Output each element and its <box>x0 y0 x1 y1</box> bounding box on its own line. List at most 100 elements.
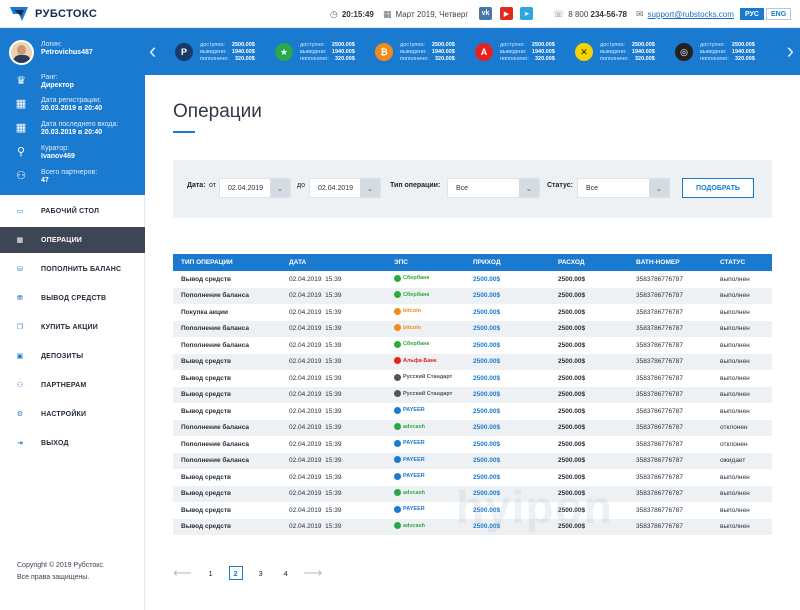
cell-expense: 2500.00$ <box>558 407 586 415</box>
profile-last-login: ▦ Дата последнего входа: 20.03.2019 в 20:… <box>14 121 139 137</box>
available-label: доступно: <box>600 41 625 48</box>
sidebar-item-label: Настройки <box>41 410 87 418</box>
column-header[interactable]: Расход <box>550 254 628 271</box>
apply-filter-button[interactable]: ПОДОБРАТЬ <box>682 178 754 198</box>
ticker-item[interactable]: ◎ доступно: выведено: пополнено: 2500.00$ 194… <box>675 38 775 66</box>
cell-eps: Сбербанк <box>386 271 465 288</box>
eps-name: PAYEER <box>403 456 425 463</box>
sidebar-item-operations[interactable]: ▦ Операции <box>0 227 145 253</box>
ticker-item[interactable]: ✕ доступно: выведено: пополнено: 2500.00$ 194… <box>575 38 675 66</box>
eps-name: advcash <box>403 489 426 496</box>
sidebar-item-deposits[interactable]: ▣ Депозиты <box>0 343 145 369</box>
table-row[interactable]: Пополнение баланса 02.04.2019 15:39 Сберба… <box>173 337 772 354</box>
date-label: Дата: <box>187 182 206 189</box>
cell-date-day: 02.04.2019 <box>289 341 322 349</box>
cell-status: выполнен <box>712 287 772 304</box>
page-1-button[interactable]: 1 <box>208 568 213 578</box>
table-row[interactable]: Пополнение баланса 02.04.2019 15:39 advcas… <box>173 419 772 436</box>
sidebar-item-exit[interactable]: ⇥ Выход <box>0 430 145 456</box>
date-from-select[interactable]: 02.04.2019 ⌄ <box>219 178 291 198</box>
phone[interactable]: ☏ 8 800 234-56-78 <box>553 9 627 20</box>
table-row[interactable]: Вывод средств 02.04.2019 15:39 PAYEER 2500.… <box>173 502 772 519</box>
cell-number: 3583786776787 <box>628 386 712 403</box>
date-to-label: до <box>297 182 305 189</box>
chevron-left-icon[interactable]: ‹ <box>149 38 157 63</box>
cell-income: 2500.00$ <box>473 308 501 316</box>
page-3-button[interactable]: 3 <box>258 568 263 578</box>
ticker-item[interactable]: ★ доступно: выведено: пополнено: 2500.00$ 194… <box>275 38 375 66</box>
avatar[interactable] <box>9 40 34 65</box>
table-row[interactable]: Вывод средств 02.04.2019 15:39 PAYEER 2500.… <box>173 469 772 486</box>
email-link[interactable]: support@rubstocks.com <box>647 10 734 19</box>
column-header[interactable]: Статус <box>712 254 772 271</box>
column-header[interactable]: Дата <box>281 254 386 271</box>
cell-date-time: 15:39 <box>325 292 342 300</box>
cell-income: 2500.00$ <box>465 287 550 304</box>
cell-status: отклонен <box>712 419 772 436</box>
table-row[interactable]: Пополнение баланса 02.04.2019 15:39 PAYEER… <box>173 436 772 453</box>
table-row[interactable]: Покупка акции 02.04.2019 15:39 bitcoin 2500… <box>173 304 772 321</box>
status-select[interactable]: Все ⌄ <box>577 178 670 198</box>
table-row[interactable]: Пополнение баланса 02.04.2019 15:39 PAYEER… <box>173 452 772 469</box>
column-header[interactable]: ЭПС <box>386 254 465 271</box>
arrow-right-icon[interactable]: ⟶ <box>303 565 323 580</box>
table-row[interactable]: Вывод средств 02.04.2019 15:39 advcash 2500… <box>173 518 772 535</box>
sidebar-item-partners[interactable]: ⚇ Партнерам <box>0 372 145 398</box>
phone-icon: ☏ <box>553 9 565 19</box>
table-row[interactable]: Вывод средств 02.04.2019 15:39 Альфа-Банк 2… <box>173 353 772 370</box>
sidebar-item-withdraw[interactable]: ⛃ Вывод средств <box>0 285 145 311</box>
cell-date-day: 02.04.2019 <box>289 325 322 333</box>
deposited-label: пополнено: <box>500 55 529 62</box>
sidebar-item-buy-shares[interactable]: ❐ Купить акции <box>0 314 145 340</box>
cell-income: 2500.00$ <box>473 341 501 349</box>
page-4-button[interactable]: 4 <box>283 568 288 578</box>
cell-date-day: 02.04.2019 <box>289 308 322 316</box>
sidebar-item-settings[interactable]: ⚙ Настройки <box>0 401 145 427</box>
column-header[interactable]: Приход <box>465 254 550 271</box>
sidebar-item-desktop[interactable]: ▭ Рабочий стол <box>0 198 145 224</box>
table-row[interactable]: Вывод средств 02.04.2019 15:39 Русский Ста… <box>173 370 772 387</box>
cell-date-time: 15:39 <box>325 407 342 415</box>
ticker-item[interactable]: ₿ доступно: выведено: пополнено: 2500.00$ 194… <box>375 38 475 66</box>
table-row[interactable]: Пополнение баланса 02.04.2019 15:39 bitcoi… <box>173 320 772 337</box>
calendar-icon: ▦ <box>16 237 24 244</box>
telegram-icon[interactable]: ➤ <box>520 7 533 20</box>
cell-date-time: 15:39 <box>325 424 342 432</box>
sidebar-item-deposit-balance[interactable]: ⛁ Пополнить баланс <box>0 256 145 282</box>
cell-date-day: 02.04.2019 <box>289 292 322 300</box>
date-to-select[interactable]: 02.04.2019 ⌄ <box>309 178 381 198</box>
table-row[interactable]: Пополнение баланса 02.04.2019 15:39 Сберба… <box>173 287 772 304</box>
cell-status: выполнен <box>712 353 772 370</box>
cell-income: 2500.00$ <box>473 473 501 481</box>
cell-income: 2500.00$ <box>465 353 550 370</box>
table-header-row: Тип операции Дата ЭПС Приход Расход BATH… <box>173 254 772 271</box>
cell-date-time: 15:39 <box>325 523 342 531</box>
arrow-left-icon[interactable]: ⟵ <box>173 565 192 580</box>
lang-ru-button[interactable]: РУС <box>740 8 764 20</box>
lang-en-button[interactable]: ENG <box>766 8 792 20</box>
table-row[interactable]: Вывод средств 02.04.2019 15:39 Сбербанк 250… <box>173 271 772 288</box>
cell-status: выполнен <box>720 341 750 349</box>
logo[interactable]: РУБСТОКС <box>8 4 97 24</box>
chevron-right-icon[interactable]: › <box>786 38 794 63</box>
current-date: ▦ Март 2019, Четверг <box>383 9 468 20</box>
available-value: 2500.00$ <box>331 41 355 48</box>
cell-eps: Русский Стандарт <box>386 370 465 387</box>
page-2-button[interactable]: 2 <box>228 566 243 580</box>
table-row[interactable]: Вывод средств 02.04.2019 15:39 PAYEER 2500.… <box>173 403 772 420</box>
vk-icon[interactable]: vk <box>479 7 492 20</box>
ticker-labels: доступно: выведено: пополнено: <box>300 42 329 63</box>
type-select[interactable]: Все ⌄ <box>447 178 540 198</box>
table-row[interactable]: Вывод средств 02.04.2019 15:39 advcash 2500… <box>173 485 772 502</box>
column-header[interactable]: BATH-номер <box>628 254 712 271</box>
rank-label: Ранг: <box>41 74 58 81</box>
cell-date: 02.04.2019 15:39 <box>281 353 386 370</box>
column-header[interactable]: Тип операции <box>173 254 281 271</box>
email[interactable]: ✉ support@rubstocks.com <box>636 9 734 20</box>
withdrawn-value: 1940.00$ <box>231 48 255 55</box>
cell-income: 2500.00$ <box>473 374 501 382</box>
youtube-icon[interactable]: ▶ <box>500 7 513 20</box>
table-row[interactable]: Вывод средств 02.04.2019 15:39 Русский Ста… <box>173 386 772 403</box>
